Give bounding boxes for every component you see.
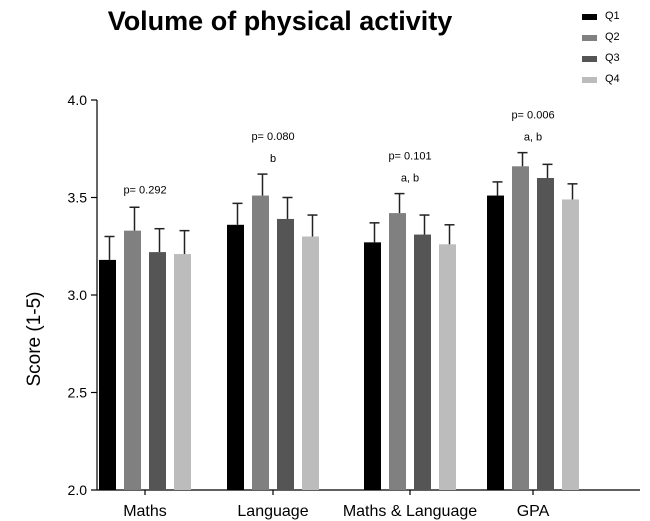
significance-letters-gpa: a, b (524, 132, 542, 144)
y-tick-label-4: 4.0 (68, 92, 88, 108)
bar-q2-language (252, 195, 269, 491)
bar-q4-maths-language (439, 244, 456, 490)
bar-q3-gpa (537, 178, 554, 490)
legend-label-q3: Q3 (605, 52, 620, 64)
legend-swatch-q4 (582, 77, 597, 83)
p-value-language: p= 0.080 (251, 131, 294, 143)
y-tick-label-3: 3.5 (68, 190, 88, 206)
significance-letters-maths-language: a, b (401, 173, 419, 185)
bar-q2-maths-language (389, 213, 406, 490)
bar-q1-gpa (487, 195, 504, 491)
bar-q4-maths (174, 254, 191, 490)
bar-q1-language (227, 224, 244, 491)
bar-q3-maths (149, 252, 166, 490)
y-tick-label-1: 2.5 (68, 385, 88, 401)
bar-q1-maths-language (364, 242, 381, 490)
x-tick-label-gpa: GPA (517, 503, 550, 520)
y-tick-label-0: 2.0 (68, 482, 88, 498)
legend-label-q4: Q4 (605, 73, 620, 85)
legend-swatch-q3 (582, 56, 597, 62)
legend-label-q2: Q2 (605, 31, 620, 43)
legend-swatch-q1 (582, 14, 597, 20)
y-tick-label-2: 3.0 (68, 287, 88, 303)
bar-q4-gpa (562, 199, 579, 490)
legend-swatch-q2 (582, 35, 597, 41)
bar-q3-maths-language (414, 234, 431, 490)
bar-q3-language (277, 218, 294, 490)
chart-title: Volume of physical activity (107, 6, 453, 36)
p-value-maths-language: p= 0.101 (388, 151, 431, 163)
bar-q2-gpa (512, 166, 529, 491)
legend-label-q1: Q1 (605, 10, 620, 22)
bar-q1-maths (99, 259, 116, 490)
p-value-maths: p= 0.292 (123, 184, 166, 196)
x-tick-label-maths-language: Maths & Language (343, 503, 477, 520)
significance-letters-language: b (270, 153, 276, 165)
x-tick-label-language: Language (237, 503, 308, 520)
p-value-gpa: p= 0.006 (511, 110, 554, 122)
bar-q2-maths (124, 230, 141, 490)
x-tick-label-maths: Maths (123, 503, 167, 520)
bar-q4-language (302, 236, 319, 490)
